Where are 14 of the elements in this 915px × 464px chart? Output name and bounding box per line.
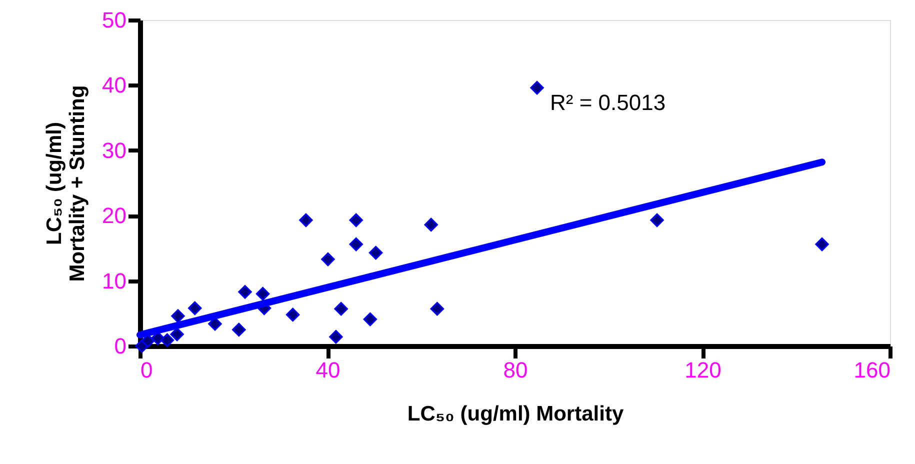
y-axis-title: LC₅₀ (ug/ml) Mortality + Stunting bbox=[43, 85, 90, 282]
y-tick-label: 0 bbox=[114, 334, 126, 358]
y-tick-label: 40 bbox=[102, 72, 126, 98]
x-tick-label: 80 bbox=[503, 358, 528, 382]
x-tick-label: 120 bbox=[684, 358, 722, 382]
y-tick-label: 50 bbox=[102, 8, 126, 32]
y-tick-label: 30 bbox=[102, 138, 126, 163]
annotation: R² = 0.5013 bbox=[550, 90, 666, 115]
x-tick-label: 40 bbox=[316, 358, 340, 382]
x-tick-label: 160 bbox=[854, 358, 890, 382]
x-axis-title: LC₅₀ (ug/ml) Mortality bbox=[407, 402, 624, 426]
y-tick-label: 20 bbox=[102, 203, 126, 228]
x-tick-label: 0 bbox=[140, 358, 153, 382]
y-tick-label: 10 bbox=[102, 268, 126, 294]
